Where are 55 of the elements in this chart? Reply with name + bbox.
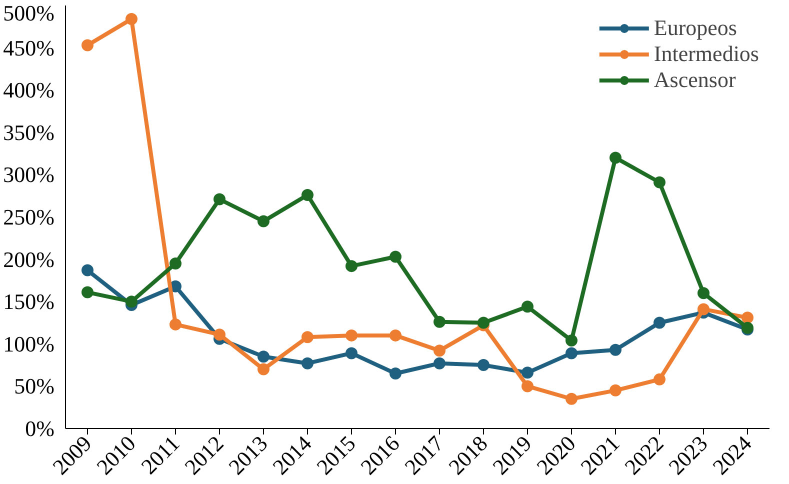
point [82,39,94,52]
y-tick-label: 150% [3,289,54,314]
point [390,250,402,263]
point [258,215,270,228]
point [566,334,578,347]
legend-label: Ascensor [654,67,736,93]
point [566,347,578,360]
point [654,373,666,386]
y-tick-label: 350% [3,120,54,145]
point [82,264,94,276]
point [126,13,138,26]
point [610,384,622,396]
point [478,359,490,372]
point [434,316,446,328]
y-tick-label: 100% [3,331,54,356]
point [610,344,622,356]
y-tick-label: 50% [14,374,54,399]
point [390,368,402,380]
point [610,152,622,164]
point [698,303,710,316]
legend-label: Europeos [654,15,737,41]
point [434,344,446,357]
y-tick-label: 300% [3,162,54,188]
y-tick-label: 500% [3,0,54,26]
point [302,331,314,344]
point [258,350,270,363]
point [654,176,666,188]
point [346,347,358,360]
point [346,329,358,342]
point [742,312,754,324]
y-tick-label: 0% [25,416,54,441]
point [346,260,358,272]
point [214,193,226,206]
point [82,286,94,298]
y-tick-label: 400% [3,78,54,103]
legend-label: Intermedios [654,41,759,67]
y-tick-label: 450% [3,35,54,60]
point [698,287,710,300]
point [522,366,534,379]
point [126,296,138,308]
point [522,300,534,313]
point [214,328,226,341]
point [302,357,314,370]
point [258,363,270,376]
point [654,316,666,329]
point [434,357,446,370]
point [566,392,578,405]
y-tick-label: 250% [3,204,54,230]
point [170,318,182,330]
point [302,189,314,201]
y-tick-label: 200% [3,246,54,272]
point [390,329,402,342]
point [478,316,490,329]
point [170,258,182,270]
point [522,380,534,392]
